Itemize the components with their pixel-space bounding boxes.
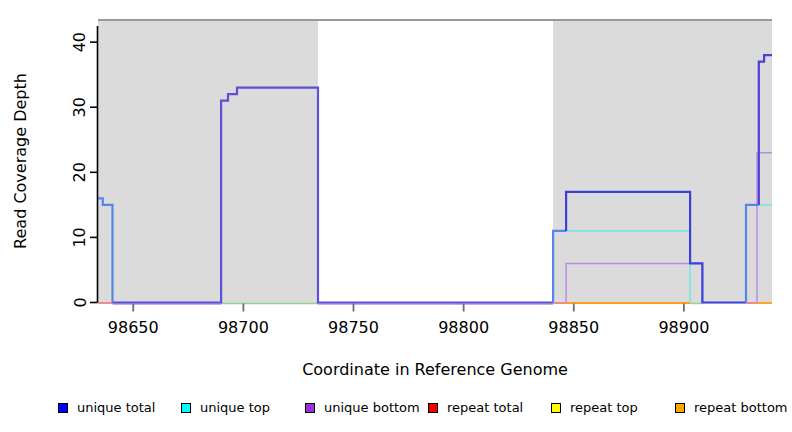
x-tick-label: 98800 — [438, 318, 489, 337]
legend-label: unique top — [200, 400, 270, 415]
x-tick-label: 98900 — [658, 318, 709, 337]
legend-item-unique-top: unique top — [181, 400, 270, 415]
x-tick-label: 98750 — [328, 318, 379, 337]
y-tick-label: 40 — [71, 32, 90, 52]
legend-swatch-repeat-total — [428, 403, 438, 413]
legend-label: repeat total — [447, 400, 523, 415]
x-tick-label: 98700 — [218, 318, 269, 337]
legend-item-repeat-top: repeat top — [551, 400, 638, 415]
x-tick-label: 98650 — [108, 318, 159, 337]
y-tick-label: 30 — [71, 97, 90, 117]
coverage-plot-figure: 010203040986509870098750988009885098900 … — [0, 0, 792, 432]
legend-label: repeat top — [570, 400, 638, 415]
legend-swatch-repeat-top — [551, 403, 561, 413]
legend-swatch-unique-bottom — [305, 403, 315, 413]
legend-swatch-repeat-bottom — [675, 403, 685, 413]
legend-item-repeat-total: repeat total — [428, 400, 523, 415]
y-tick-label: 20 — [71, 162, 90, 182]
x-tick-label: 98850 — [548, 318, 599, 337]
plot-canvas: 0 10 20 30 40 98650 98700 98750 98800 98850 98900 — [0, 0, 792, 348]
legend-swatch-unique-top — [181, 403, 191, 413]
legend-item-unique-total: unique total — [58, 400, 155, 415]
legend-label: repeat bottom — [694, 400, 788, 415]
repeat-region-right — [553, 20, 772, 304]
legend-item-unique-bottom: unique bottom — [305, 400, 420, 415]
y-tick-label: 0 — [71, 297, 90, 307]
y-tick-label: 10 — [71, 227, 90, 247]
legend-label: unique total — [77, 400, 155, 415]
legend-item-repeat-bottom: repeat bottom — [675, 400, 788, 415]
y-axis-title: Read Coverage Depth — [11, 73, 30, 249]
repeat-region-left — [98, 20, 318, 304]
x-axis-title: Coordinate in Reference Genome — [302, 360, 568, 379]
legend-label: unique bottom — [324, 400, 420, 415]
legend-swatch-unique-total — [58, 403, 68, 413]
